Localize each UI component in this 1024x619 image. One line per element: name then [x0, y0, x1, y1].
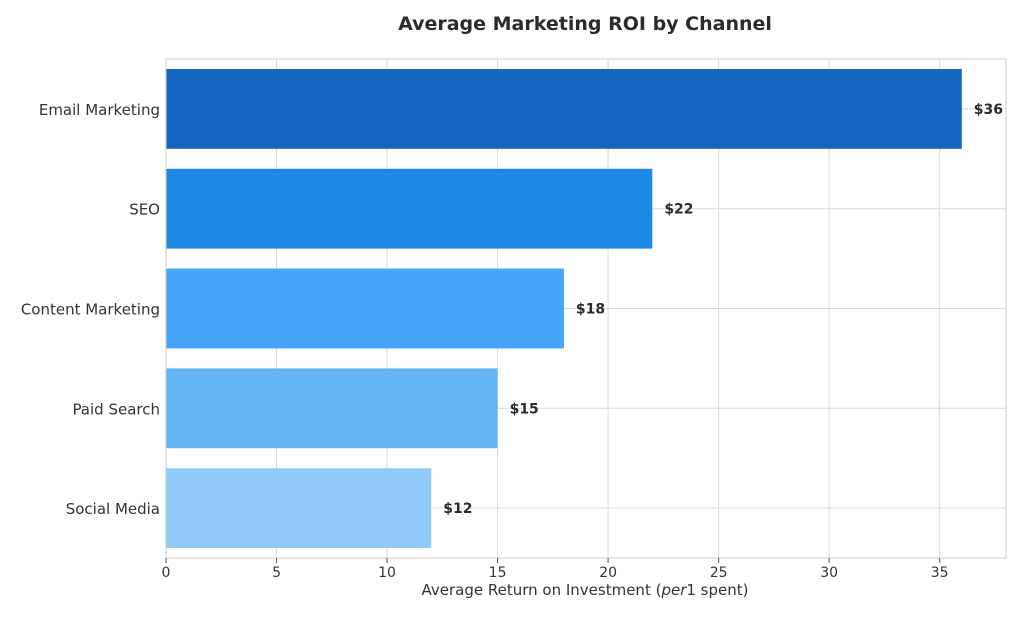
axes: Email Marketing SEO Content Marketing Paid … — [21, 58, 1007, 581]
bar — [166, 168, 653, 249]
x-tick-label: 30 — [820, 565, 838, 581]
bar — [166, 268, 564, 349]
data-label: $22 — [664, 202, 693, 218]
y-tick-label: Content Marketing — [21, 301, 160, 319]
y-tick-label: Email Marketing — [39, 101, 160, 119]
bar — [166, 68, 962, 149]
x-tick-label: 25 — [710, 565, 728, 581]
x-axis-label: Average Return on Investment (per1 spent… — [422, 581, 749, 599]
bar — [166, 368, 498, 449]
x-axis-label-after: 1 spent) — [686, 581, 748, 599]
x-tick-label: 5 — [272, 565, 281, 581]
data-label: $36 — [974, 102, 1003, 118]
data-label: $15 — [510, 401, 539, 417]
x-tick-label: 15 — [489, 565, 507, 581]
y-tick-label: Paid Search — [72, 400, 160, 418]
chart-title: Average Marketing ROI by Channel — [398, 13, 772, 35]
plot-frame — [165, 58, 1007, 559]
x-tick-label: 35 — [931, 565, 949, 581]
x-axis-label-before: Average Return on Investment ( — [422, 581, 662, 599]
x-tick-label: 20 — [599, 565, 617, 581]
x-tick-label: 10 — [378, 565, 396, 581]
data-labels: $36 $22 $18 $15 $12 — [443, 102, 1003, 517]
x-tick-label: 0 — [162, 565, 171, 581]
bar — [166, 468, 432, 549]
bars — [166, 68, 962, 549]
x-axis-label-italic: per — [660, 581, 687, 599]
data-label: $18 — [576, 302, 605, 318]
y-tick-label: Social Media — [66, 500, 160, 518]
data-label: $12 — [443, 501, 472, 517]
y-tick-label: SEO — [129, 201, 160, 219]
